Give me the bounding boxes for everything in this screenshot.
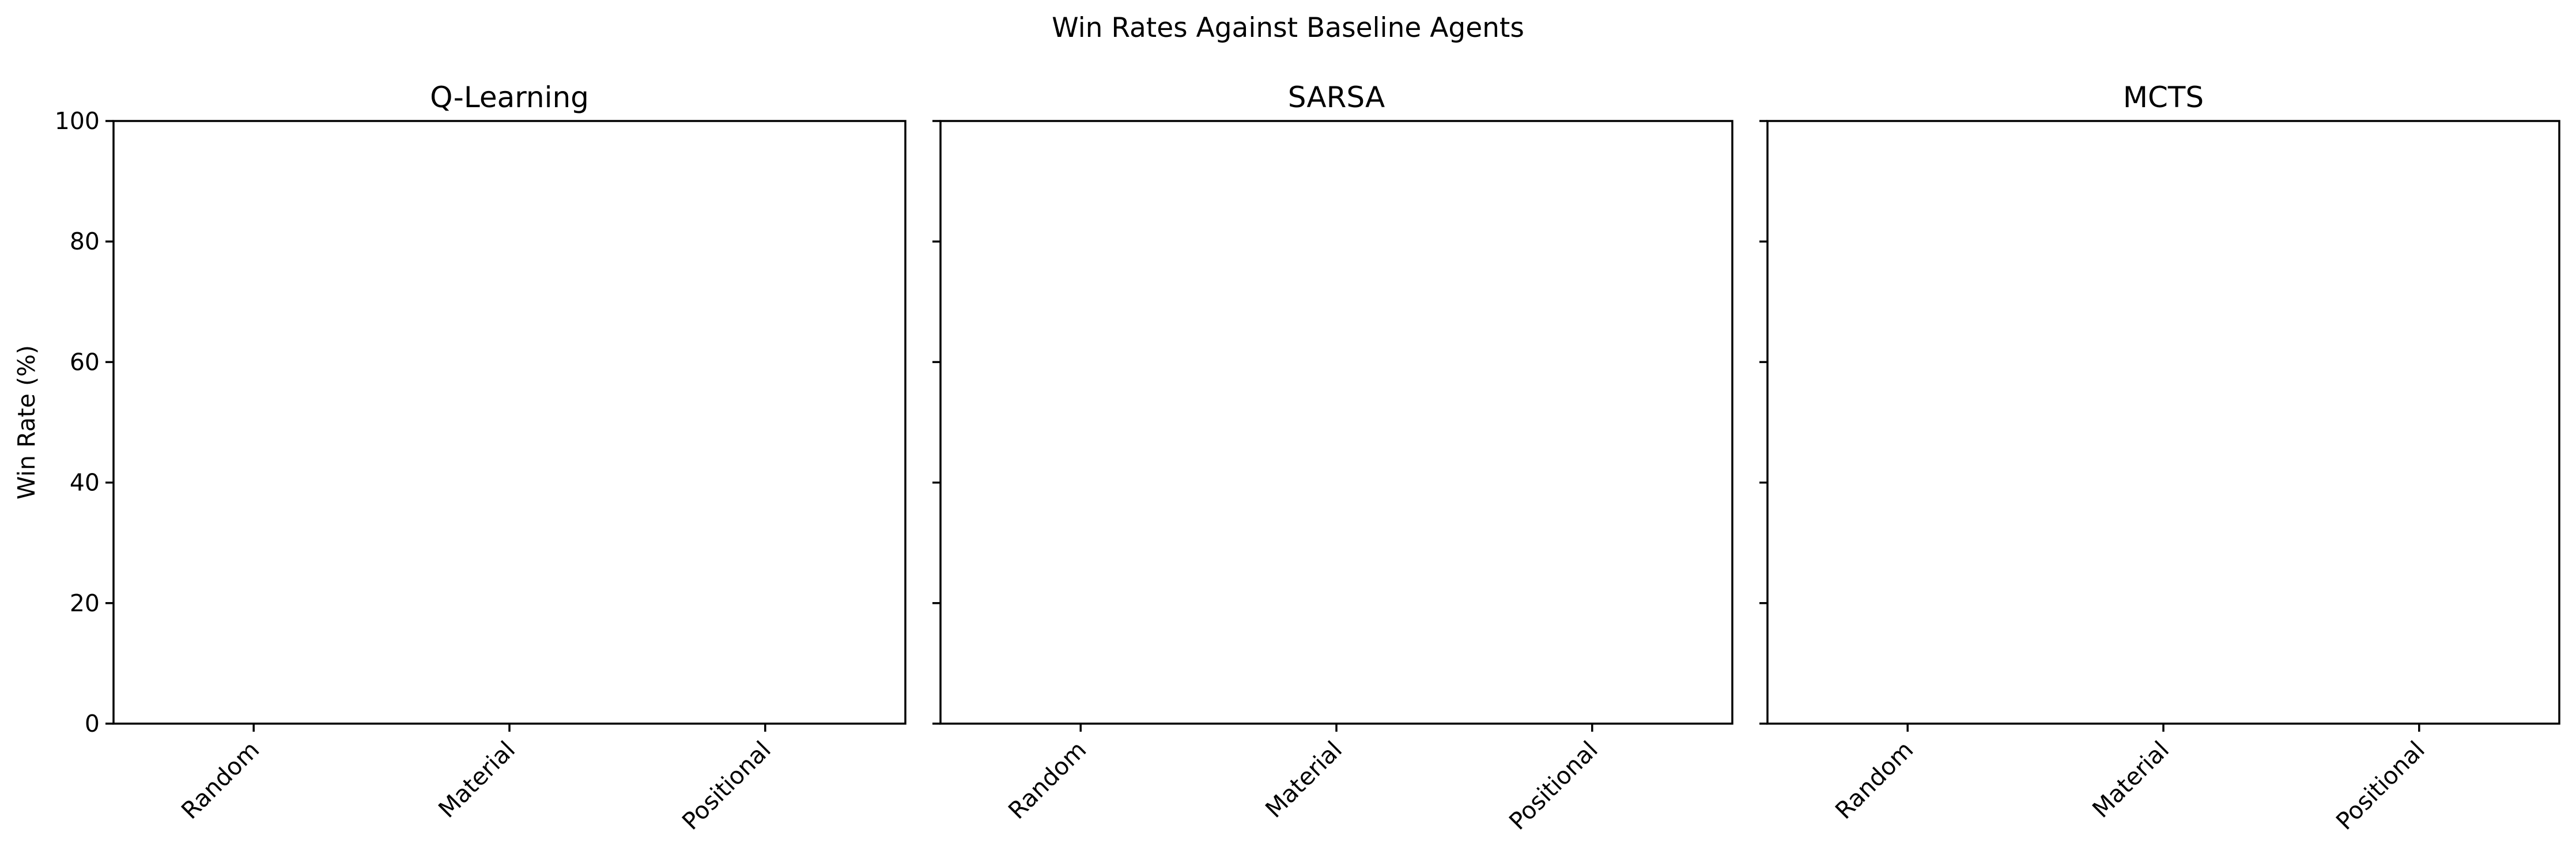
y-tick-label: 80 [70,228,100,255]
plot-frame [1766,120,2560,725]
x-tick-label: Positional [677,736,776,835]
x-tick-label: Random [1830,736,1918,824]
panel-sarsa: SARSA Random Material Positional [932,81,1733,835]
y-tick-label: 40 [70,469,100,497]
panel-q-learning: Q-Learning 0 20 40 60 80 100 Random Material Posi… [55,81,906,835]
y-tick-label: 100 [55,107,100,135]
y-tick-label: 20 [70,589,100,617]
x-tick-label: Random [176,736,265,824]
panel-title: MCTS [2123,81,2204,114]
plot-frame [112,120,906,725]
x-tick-label: Random [1003,736,1091,824]
x-tick-label: Positional [1504,736,1603,835]
x-tick-label: Material [433,736,520,823]
panels: Q-Learning 0 20 40 60 80 100 Random Material Posi… [55,81,2560,835]
plot-frame [939,120,1733,725]
y-axis-label: Win Rate (%) [13,345,40,500]
panel-mcts: MCTS Random Material Positional [1759,81,2560,835]
y-tick-label: 60 [70,348,100,376]
x-tick-label: Positional [2331,736,2430,835]
y-tick-label: 0 [85,710,100,737]
x-tick-label: Material [2087,736,2174,823]
x-tick-label: Material [1260,736,1347,823]
chart-title: Win Rates Against Baseline Agents [1052,12,1524,44]
panel-title: Q-Learning [430,81,589,114]
panel-title: SARSA [1288,81,1385,114]
